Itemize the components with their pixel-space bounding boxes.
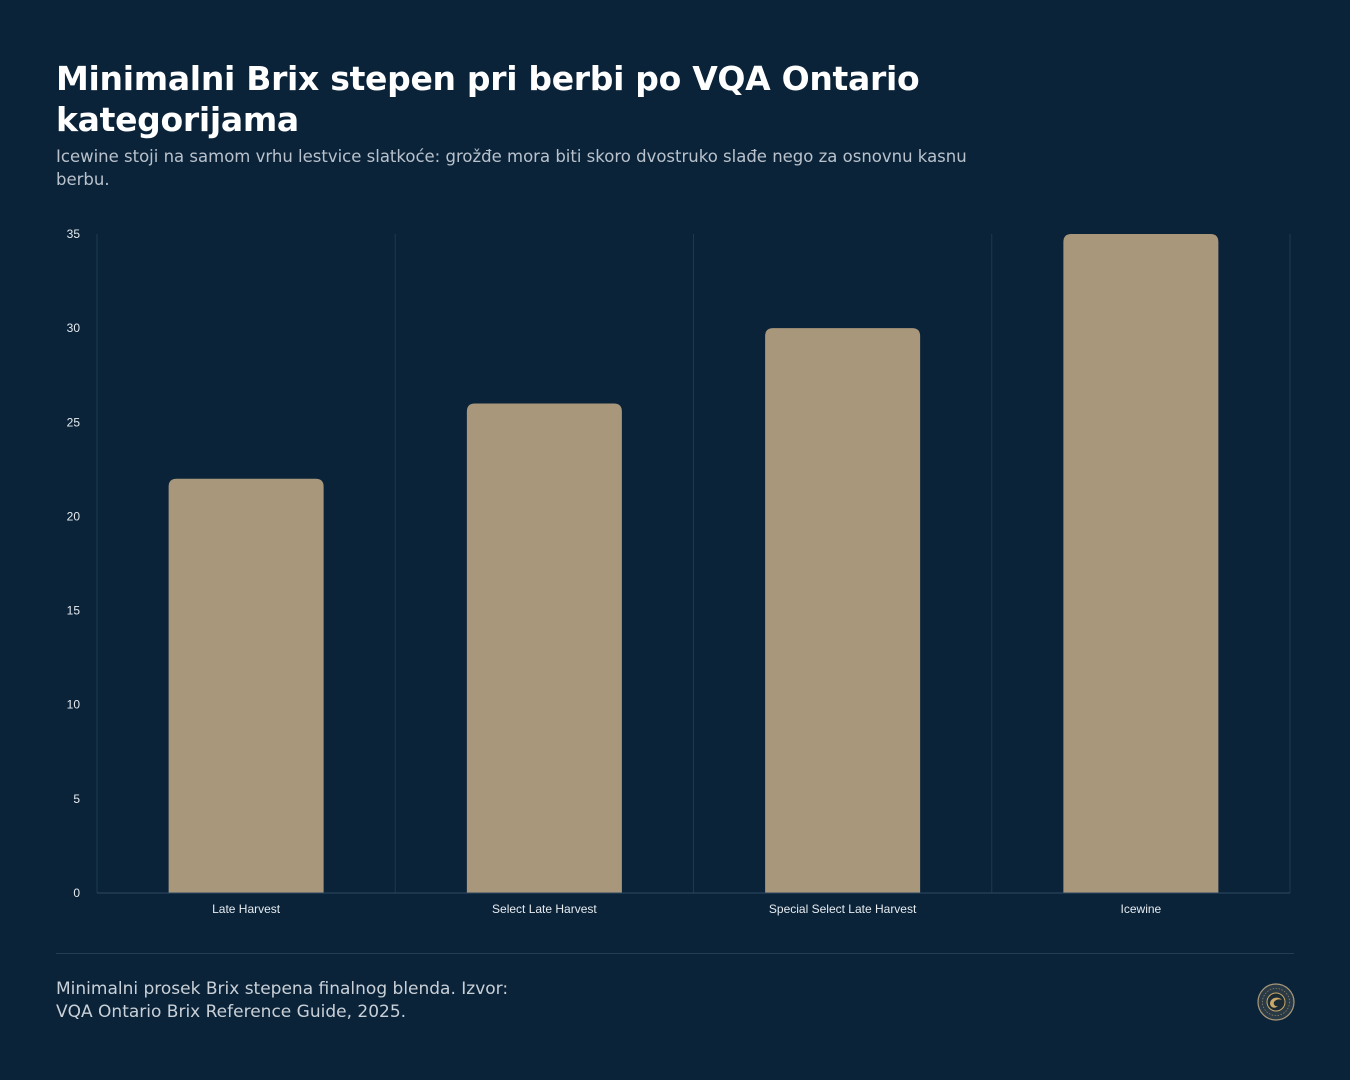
y-tick-label: 10: [67, 698, 81, 712]
footer-divider: [56, 953, 1294, 954]
y-tick-label: 0: [73, 886, 80, 900]
y-tick-label: 25: [67, 415, 81, 429]
source-note-line-1: Minimalni prosek Brix stepena finalnog b…: [56, 979, 509, 999]
vineyard-seal-icon: [1257, 983, 1295, 1021]
x-tick-label: Icewine: [1121, 902, 1162, 916]
bar-icewine: [1063, 234, 1219, 893]
bar-select-late-harvest: [466, 403, 622, 893]
x-tick-label: Special Select Late Harvest: [769, 902, 917, 916]
bar-chart: 0 5 10 15 20 25 30 35 Late Harvest Select Late H…: [67, 227, 1291, 916]
chart-title: Minimalni Brix stepen pri berbi po VQA O…: [56, 59, 920, 139]
chart-subtitle: Icewine stoji na samom vrhu lestvice sla…: [56, 147, 967, 189]
bar-late-harvest: [168, 478, 324, 893]
y-tick-label: 20: [67, 509, 81, 523]
y-tick-label: 35: [67, 227, 81, 241]
y-tick-labels: 0 5 10 15 20 25 30 35: [67, 227, 81, 900]
x-tick-label: Late Harvest: [212, 902, 281, 916]
bar-special-select-late-harvest: [765, 328, 921, 894]
bars: [168, 234, 1219, 894]
x-tick-label: Select Late Harvest: [492, 902, 597, 916]
y-tick-label: 15: [67, 604, 81, 618]
source-note-line-2: VQA Ontario Brix Reference Guide, 2025.: [56, 1002, 407, 1022]
y-tick-label: 30: [67, 321, 81, 335]
x-tick-labels: Late Harvest Select Late Harvest Special S…: [212, 902, 1161, 916]
grid-lines: [96, 234, 1291, 893]
source-note: Minimalni prosek Brix stepena finalnog b…: [56, 978, 656, 1024]
y-tick-label: 5: [73, 792, 80, 806]
